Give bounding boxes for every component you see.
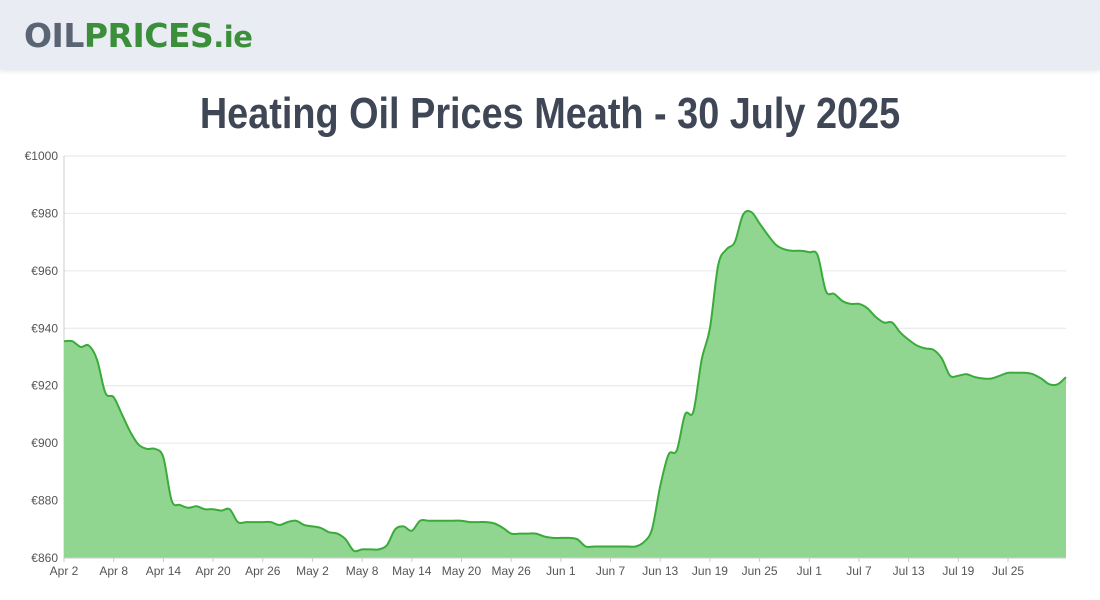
x-tick-label: May 20 (442, 564, 482, 578)
y-tick-label: €960 (31, 264, 58, 278)
y-tick-label: €920 (31, 379, 58, 393)
y-tick-label: €880 (31, 494, 58, 508)
y-tick-label: €860 (31, 551, 58, 565)
x-tick-label: May 14 (392, 564, 432, 578)
site-header: OILPRICES.ie (0, 0, 1100, 70)
logo-tld: .ie (213, 20, 253, 54)
x-tick-label: Jun 25 (742, 564, 778, 578)
y-tick-label: €900 (31, 436, 58, 450)
y-tick-label: €980 (31, 206, 58, 220)
x-tick-label: May 26 (491, 564, 531, 578)
x-tick-label: May 8 (346, 564, 379, 578)
x-tick-label: Jun 7 (596, 564, 626, 578)
x-tick-label: Jul 13 (893, 564, 925, 578)
x-tick-label: Apr 14 (146, 564, 182, 578)
logo-oil: OIL (24, 16, 84, 55)
y-tick-label: €940 (31, 321, 58, 335)
x-tick-label: May 2 (296, 564, 329, 578)
y-tick-label: €1000 (25, 149, 59, 163)
x-tick-label: Apr 2 (50, 564, 79, 578)
x-tick-label: Jul 7 (846, 564, 872, 578)
x-tick-label: Jun 1 (546, 564, 576, 578)
x-tick-label: Apr 8 (99, 564, 128, 578)
x-tick-label: Jun 19 (692, 564, 728, 578)
x-tick-label: Apr 20 (195, 564, 231, 578)
logo-prices: PRICES (83, 16, 214, 55)
x-tick-label: Jul 25 (992, 564, 1024, 578)
x-tick-label: Jul 19 (942, 564, 974, 578)
price-area (64, 210, 1066, 558)
x-tick-label: Apr 26 (245, 564, 281, 578)
site-logo[interactable]: OILPRICES.ie (24, 16, 253, 57)
x-tick-label: Jun 13 (642, 564, 678, 578)
page-title: Heating Oil Prices Meath - 30 July 2025 (199, 89, 901, 138)
x-tick-label: Jul 1 (797, 564, 823, 578)
price-line (63, 209, 1067, 553)
